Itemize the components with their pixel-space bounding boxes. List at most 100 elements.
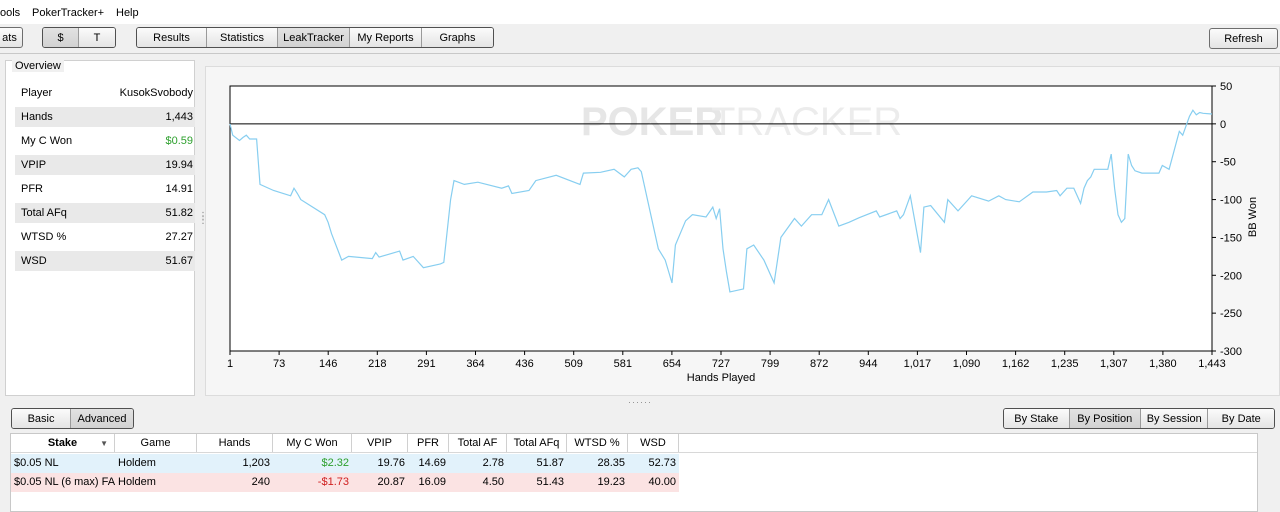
- y-tick-label: -200: [1220, 270, 1242, 282]
- watermark-poker: POKER: [581, 100, 723, 144]
- cell-game: Holdem: [118, 457, 156, 469]
- column-header-game[interactable]: Game: [115, 434, 197, 452]
- cell-game: Holdem: [118, 476, 156, 488]
- menu-tools[interactable]: ools: [0, 7, 21, 19]
- column-header-stake[interactable]: Stake ▼: [11, 434, 115, 452]
- overview-label: WTSD %: [21, 231, 67, 243]
- y-axis-label: BB Won: [1247, 197, 1259, 237]
- y-tick-label: -300: [1220, 346, 1242, 358]
- tab-by-position[interactable]: By Position: [1069, 409, 1141, 428]
- watermark-tracker: TRACKER: [711, 100, 902, 144]
- x-tick-label: 1,090: [953, 358, 981, 370]
- tab-statistics[interactable]: Statistics: [207, 28, 278, 47]
- sort-arrow-icon: ▼: [100, 438, 108, 448]
- x-tick-label: 727: [712, 358, 730, 370]
- cell-total-af: 4.50: [482, 476, 504, 488]
- column-header-pfr[interactable]: PFR: [408, 434, 449, 452]
- x-tick-label: 872: [810, 358, 828, 370]
- table-row[interactable]: $0.05 NL Holdem 1,203 $2.32 19.76 14.69 …: [11, 454, 679, 473]
- overview-label: WSD: [21, 255, 47, 267]
- overview-value: 51.82: [165, 207, 193, 219]
- tab-by-stake[interactable]: By Stake: [1004, 409, 1070, 428]
- column-header-label: Stake: [47, 437, 78, 449]
- currency-toggle: $ T: [42, 27, 116, 48]
- tab-results[interactable]: Results: [137, 28, 207, 47]
- dollar-button[interactable]: $: [43, 28, 80, 47]
- cell-wsd: 52.73: [648, 457, 676, 469]
- y-tick-label: 0: [1220, 119, 1226, 131]
- tab-leaktracker[interactable]: LeakTracker: [278, 28, 350, 47]
- overview-value: 51.67: [165, 255, 193, 267]
- column-header-wtsd[interactable]: WTSD %: [567, 434, 628, 452]
- column-header-hands[interactable]: Hands: [197, 434, 273, 452]
- overview-value: 1,443: [165, 111, 193, 123]
- t-button[interactable]: T: [79, 28, 115, 47]
- overview-row-wtsd: WTSD % 27.27: [15, 227, 195, 247]
- y-tick-label: -50: [1220, 157, 1236, 169]
- refresh-button[interactable]: Refresh: [1209, 28, 1278, 49]
- cell-vpip: 19.76: [377, 457, 405, 469]
- overview-value: $0.59: [165, 135, 193, 147]
- column-header-total-af[interactable]: Total AF: [449, 434, 507, 452]
- column-header-vpip[interactable]: VPIP: [352, 434, 408, 452]
- series-line: [229, 109, 1213, 293]
- overview-label: My C Won: [21, 135, 73, 147]
- advanced-button[interactable]: Advanced: [71, 409, 133, 428]
- overview-value: 19.94: [165, 159, 193, 171]
- cell-stake: $0.05 NL: [14, 457, 59, 469]
- cell-stake: $0.05 NL (6 max) FAST: [14, 476, 115, 488]
- column-header-won[interactable]: My C Won: [273, 434, 352, 452]
- overview-row-wsd: WSD 51.67: [15, 251, 195, 271]
- vertical-splitter-handle[interactable]: ⋮ ⋮: [198, 211, 209, 226]
- tab-by-date[interactable]: By Date: [1208, 409, 1274, 428]
- tab-by-session[interactable]: By Session: [1140, 409, 1209, 428]
- overview-row-player: Player KusokSvobody: [15, 83, 195, 103]
- cell-won: $2.32: [321, 457, 349, 469]
- cell-wsd: 40.00: [648, 476, 676, 488]
- cell-hands: 1,203: [242, 457, 270, 469]
- x-tick-label: 364: [466, 358, 484, 370]
- cell-vpip: 20.87: [377, 476, 405, 488]
- cell-wtsd: 19.23: [597, 476, 625, 488]
- overview-value: 27.27: [165, 231, 193, 243]
- bb-won-chart: POKER TRACKER 50 0 -50 -100 -150 -200 -250 -300…: [227, 81, 1259, 384]
- x-tick-label: 1: [227, 358, 233, 370]
- x-tick-label: 1,017: [904, 358, 932, 370]
- overview-value: 14.91: [165, 183, 193, 195]
- horizontal-splitter-handle[interactable]: ······: [628, 397, 652, 407]
- x-tick-label: 146: [319, 358, 337, 370]
- x-tick-label: 944: [859, 358, 877, 370]
- cell-wtsd: 28.35: [597, 457, 625, 469]
- x-tick-label: 1,307: [1100, 358, 1128, 370]
- x-tick-label: 291: [417, 358, 435, 370]
- column-header-wsd[interactable]: WSD: [628, 434, 679, 452]
- menu-help[interactable]: Help: [116, 7, 139, 19]
- basic-button[interactable]: Basic: [12, 409, 72, 428]
- x-axis-label: Hands Played: [687, 372, 756, 384]
- x-tick-label: 1,380: [1149, 358, 1177, 370]
- table-header: Stake ▼ Game Hands My C Won VPIP PFR Tot…: [11, 434, 1257, 453]
- toolbar: ats $ T Results Statistics LeakTracker M…: [0, 24, 1280, 54]
- cell-pfr: 16.09: [418, 476, 446, 488]
- table-row[interactable]: $0.05 NL (6 max) FAST Holdem 240 -$1.73 …: [11, 473, 679, 492]
- overview-panel: Overview Player KusokSvobody Hands 1,443…: [5, 60, 195, 396]
- stats-button[interactable]: ats: [0, 27, 23, 48]
- overview-title: Overview: [12, 60, 64, 72]
- overview-label: PFR: [21, 183, 43, 195]
- graph-panel: POKER TRACKER 50 0 -50 -100 -150 -200 -250 -300…: [205, 66, 1280, 396]
- overview-row-won: My C Won $0.59: [15, 131, 195, 151]
- stats-table: Stake ▼ Game Hands My C Won VPIP PFR Tot…: [10, 433, 1258, 512]
- column-header-total-afq[interactable]: Total AFq: [507, 434, 567, 452]
- y-tick-label: -250: [1220, 308, 1242, 320]
- tab-my-reports[interactable]: My Reports: [350, 28, 422, 47]
- menu-pokertracker-plus[interactable]: PokerTracker+: [32, 7, 105, 19]
- overview-row-pfr: PFR 14.91: [15, 179, 195, 199]
- cell-total-af: 2.78: [482, 457, 504, 469]
- tab-graphs[interactable]: Graphs: [422, 28, 493, 47]
- x-tick-label: 581: [614, 358, 632, 370]
- cell-hands: 240: [251, 476, 270, 488]
- y-tick-label: 50: [1220, 81, 1232, 93]
- overview-label: Player: [21, 87, 53, 99]
- x-tick-label: 654: [663, 358, 681, 370]
- cell-won: -$1.73: [317, 476, 349, 488]
